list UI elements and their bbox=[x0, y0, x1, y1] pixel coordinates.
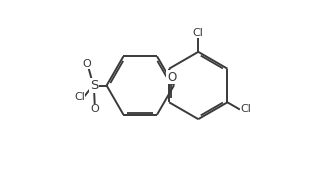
Text: O: O bbox=[83, 59, 91, 69]
Text: Cl: Cl bbox=[240, 104, 251, 114]
Text: O: O bbox=[167, 71, 176, 84]
Text: S: S bbox=[90, 79, 98, 92]
Text: Cl: Cl bbox=[193, 28, 204, 38]
Text: O: O bbox=[90, 104, 99, 114]
Text: Cl: Cl bbox=[74, 92, 85, 102]
